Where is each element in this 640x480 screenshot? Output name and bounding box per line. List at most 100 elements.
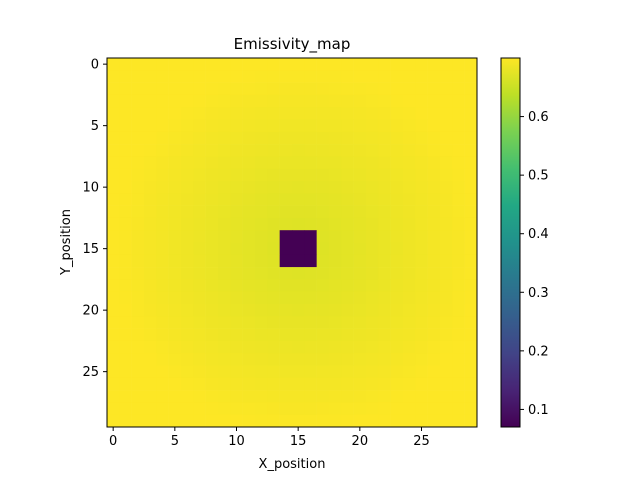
heatmap-cell bbox=[279, 70, 293, 83]
heatmap-cell bbox=[366, 279, 379, 292]
heatmap-cell bbox=[341, 390, 354, 403]
heatmap-cell bbox=[366, 377, 379, 391]
heatmap-cell bbox=[205, 205, 219, 219]
heatmap-cell bbox=[181, 217, 194, 231]
heatmap-cell bbox=[242, 58, 256, 71]
heatmap-cell bbox=[156, 70, 169, 83]
heatmap-cell bbox=[378, 365, 391, 379]
heatmap-cell bbox=[403, 70, 416, 83]
heatmap-cell bbox=[378, 70, 391, 83]
heatmap-cell bbox=[131, 217, 145, 231]
heatmap-cell bbox=[230, 217, 243, 231]
heatmap-cell bbox=[390, 328, 404, 342]
heatmap-cell bbox=[181, 131, 194, 145]
heatmap-cell bbox=[452, 279, 465, 292]
heatmap-cell bbox=[279, 291, 293, 305]
heatmap-cell bbox=[218, 316, 231, 329]
heatmap-cell bbox=[329, 58, 342, 71]
heatmap-cell bbox=[131, 304, 145, 317]
heatmap-cell bbox=[156, 242, 169, 256]
heatmap-cell bbox=[218, 390, 231, 403]
heatmap-cell bbox=[427, 94, 441, 108]
heatmap-cell bbox=[218, 377, 231, 391]
heatmap-cell bbox=[144, 390, 157, 403]
heatmap-cell bbox=[181, 365, 194, 379]
heatmap-cell bbox=[304, 94, 317, 108]
colorbar-tick-label: 0.1 bbox=[528, 403, 549, 418]
heatmap-cell bbox=[329, 70, 342, 83]
heatmap-cell bbox=[427, 144, 441, 157]
heatmap-cell bbox=[107, 328, 120, 342]
heatmap-cell bbox=[390, 193, 404, 206]
heatmap-cell bbox=[119, 82, 132, 96]
heatmap-cell bbox=[144, 131, 157, 145]
heatmap-cell bbox=[452, 328, 465, 342]
heatmap-cell bbox=[353, 82, 367, 96]
heatmap-cell bbox=[205, 353, 219, 366]
heatmap-cell bbox=[181, 168, 194, 182]
heatmap-cell bbox=[415, 377, 428, 391]
heatmap-cell bbox=[378, 181, 391, 194]
heatmap-cell bbox=[329, 377, 342, 391]
heatmap-cell bbox=[341, 131, 354, 145]
heatmap-cell bbox=[131, 377, 145, 391]
heatmap-cell bbox=[292, 217, 305, 231]
heatmap-cell bbox=[427, 353, 441, 366]
heatmap-cell bbox=[341, 94, 354, 108]
heatmap-cell bbox=[193, 58, 206, 71]
heatmap-cell bbox=[181, 414, 194, 428]
heatmap-cell bbox=[353, 193, 367, 206]
heatmap-cell bbox=[427, 242, 441, 256]
heatmap-cell bbox=[440, 402, 453, 415]
heatmap-cell bbox=[279, 353, 293, 366]
heatmap-cell bbox=[193, 217, 206, 231]
heatmap-cell bbox=[230, 279, 243, 292]
heatmap-cell bbox=[341, 205, 354, 219]
heatmap-cell bbox=[464, 58, 478, 71]
heatmap-cell bbox=[119, 279, 132, 292]
heatmap-cell bbox=[415, 205, 428, 219]
heatmap-cell bbox=[205, 242, 219, 256]
heatmap-cell bbox=[341, 402, 354, 415]
heatmap-cell bbox=[292, 193, 305, 206]
heatmap-cell bbox=[156, 94, 169, 108]
heatmap-cell bbox=[230, 181, 243, 194]
heatmap-cell bbox=[440, 390, 453, 403]
heatmap-cell bbox=[107, 70, 120, 83]
heatmap-cell bbox=[366, 107, 379, 120]
heatmap-cell bbox=[119, 131, 132, 145]
heatmap-cell bbox=[218, 181, 231, 194]
heatmap-cell bbox=[304, 254, 317, 268]
heatmap-cell bbox=[427, 181, 441, 194]
heatmap-cell bbox=[193, 291, 206, 305]
heatmap-cell bbox=[119, 291, 132, 305]
heatmap-cell bbox=[316, 402, 330, 415]
heatmap-cell bbox=[464, 144, 478, 157]
heatmap-cell bbox=[415, 340, 428, 354]
heatmap-cell bbox=[181, 107, 194, 120]
heatmap-cell bbox=[415, 230, 428, 243]
y-tick-label: 10 bbox=[82, 181, 99, 196]
colorbar-tick-label: 0.6 bbox=[528, 110, 549, 125]
heatmap-cell bbox=[119, 94, 132, 108]
heatmap-cell bbox=[366, 414, 379, 428]
heatmap-cell bbox=[464, 193, 478, 206]
heatmap-cell bbox=[193, 340, 206, 354]
heatmap-cell bbox=[255, 70, 268, 83]
heatmap-cell bbox=[353, 414, 367, 428]
heatmap-cell bbox=[378, 94, 391, 108]
heatmap-cell bbox=[390, 304, 404, 317]
heatmap-cell bbox=[168, 304, 182, 317]
heatmap-cell bbox=[181, 340, 194, 354]
heatmap-cell bbox=[279, 181, 293, 194]
heatmap-cell bbox=[341, 353, 354, 366]
heatmap-cell bbox=[107, 107, 120, 120]
heatmap-cell bbox=[168, 353, 182, 366]
heatmap-cell bbox=[218, 107, 231, 120]
heatmap-cell bbox=[144, 291, 157, 305]
heatmap-cell bbox=[378, 58, 391, 71]
heatmap-cell bbox=[107, 144, 120, 157]
heatmap-cell bbox=[427, 267, 441, 280]
heatmap-cell bbox=[218, 304, 231, 317]
heatmap-cell bbox=[156, 156, 169, 169]
